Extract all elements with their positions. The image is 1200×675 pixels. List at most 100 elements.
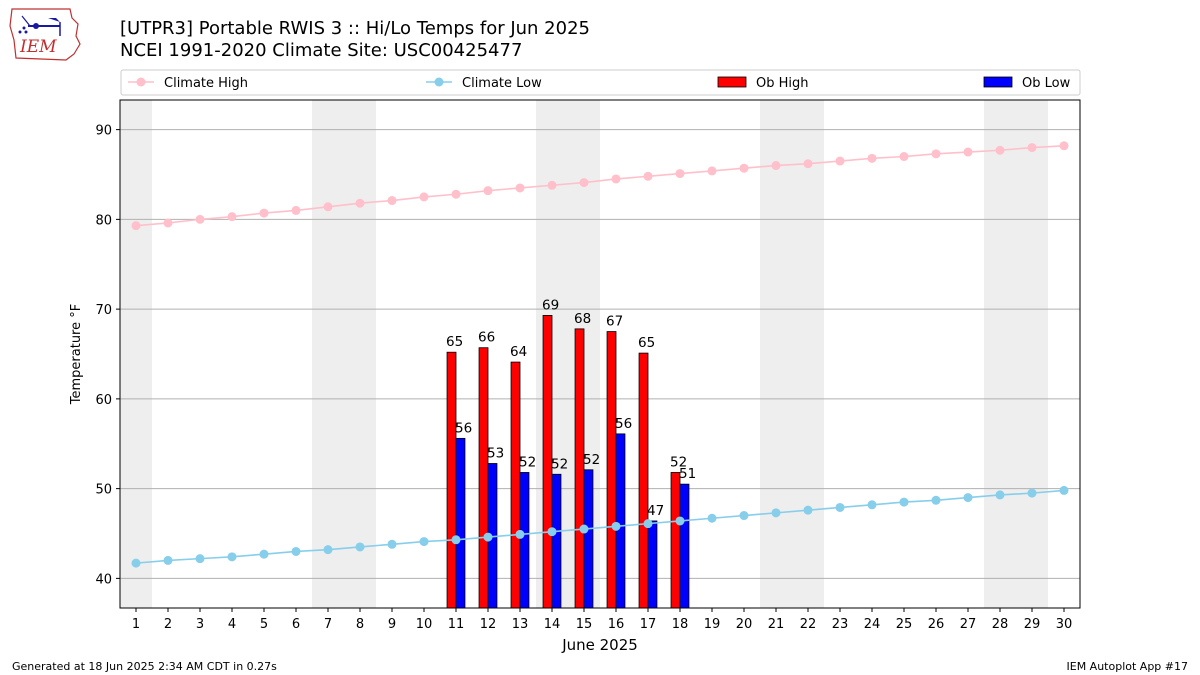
data-label: 53 xyxy=(487,445,504,461)
point-climate-low xyxy=(1027,488,1037,498)
point-climate-low xyxy=(387,539,397,549)
point-climate-high xyxy=(1027,143,1037,153)
bar-ob-low xyxy=(551,473,562,609)
legend-marker xyxy=(434,77,444,87)
point-climate-high xyxy=(995,145,1005,155)
point-climate-high xyxy=(483,186,493,196)
point-climate-low xyxy=(835,502,845,512)
x-tick-label: 6 xyxy=(292,617,300,632)
weekend-shade xyxy=(792,100,824,608)
x-tick-label: 14 xyxy=(544,617,561,632)
legend-label: Climate High xyxy=(164,76,248,91)
data-label: 64 xyxy=(510,344,527,360)
bar-ob-high xyxy=(574,328,585,609)
legend-label: Ob High xyxy=(756,76,809,91)
point-climate-low xyxy=(483,532,493,542)
point-climate-low xyxy=(899,497,909,507)
point-climate-low xyxy=(547,527,557,537)
bar-ob-high xyxy=(606,331,617,609)
point-climate-high xyxy=(323,202,333,212)
chart-subtitle: NCEI 1991-2020 Climate Site: USC00425477 xyxy=(120,40,523,61)
data-label: 47 xyxy=(647,503,664,519)
point-climate-low xyxy=(291,546,301,556)
point-climate-high xyxy=(611,174,621,184)
point-climate-low xyxy=(227,552,237,562)
bar-ob-high xyxy=(478,347,489,609)
point-climate-low xyxy=(131,558,141,568)
x-tick-label: 26 xyxy=(928,617,945,632)
point-climate-high xyxy=(355,198,365,208)
point-climate-low xyxy=(643,519,653,529)
point-climate-high xyxy=(643,171,653,181)
bar-ob-high xyxy=(510,361,521,609)
x-tick-label: 15 xyxy=(576,617,593,632)
weekend-shade xyxy=(984,100,1016,608)
point-climate-high xyxy=(515,183,525,193)
point-climate-high xyxy=(579,178,589,188)
point-climate-high xyxy=(195,214,205,224)
bar-ob-high xyxy=(446,351,457,609)
bar-ob-low xyxy=(615,433,626,609)
data-label: 66 xyxy=(478,330,495,346)
x-tick-label: 19 xyxy=(704,617,721,632)
x-tick-label: 3 xyxy=(196,617,204,632)
x-tick-label: 1 xyxy=(132,617,140,632)
x-tick-label: 22 xyxy=(800,617,817,632)
point-climate-low xyxy=(803,505,813,515)
y-tick-label: 70 xyxy=(95,303,112,318)
point-climate-high xyxy=(835,156,845,166)
point-climate-high xyxy=(803,159,813,169)
x-tick-label: 24 xyxy=(864,617,881,632)
point-climate-high xyxy=(707,166,717,176)
x-tick-label: 21 xyxy=(768,617,785,632)
legend-label: Climate Low xyxy=(462,76,542,91)
x-tick-label: 7 xyxy=(324,617,332,632)
point-climate-low xyxy=(1059,485,1069,495)
x-tick-label: 20 xyxy=(736,617,753,632)
point-climate-low xyxy=(867,500,877,510)
data-label: 56 xyxy=(615,416,632,432)
x-tick-label: 23 xyxy=(832,617,849,632)
point-climate-high xyxy=(291,205,301,215)
x-tick-label: 30 xyxy=(1056,617,1073,632)
y-tick-label: 80 xyxy=(95,213,112,228)
bar-ob-low xyxy=(679,483,690,609)
point-climate-high xyxy=(547,180,557,190)
x-tick-label: 8 xyxy=(356,617,364,632)
iem-logo: IEM xyxy=(8,6,84,66)
point-climate-low xyxy=(611,521,621,531)
legend-label: Ob Low xyxy=(1022,76,1071,91)
x-tick-label: 17 xyxy=(640,617,657,632)
x-tick-label: 5 xyxy=(260,617,268,632)
point-climate-low xyxy=(323,545,333,555)
data-label: 56 xyxy=(455,420,472,436)
weekend-shade xyxy=(312,100,344,608)
point-climate-low xyxy=(995,490,1005,500)
point-climate-low xyxy=(451,535,461,545)
point-climate-low xyxy=(163,555,173,565)
point-climate-low xyxy=(419,537,429,547)
data-label: 67 xyxy=(606,314,623,330)
x-tick-label: 9 xyxy=(388,617,396,632)
generated-footer: Generated at 18 Jun 2025 2:34 AM CDT in … xyxy=(12,660,277,673)
point-climate-high xyxy=(419,192,429,202)
point-climate-high xyxy=(163,218,173,228)
point-climate-low xyxy=(739,511,749,521)
point-climate-high xyxy=(451,189,461,199)
point-climate-low xyxy=(771,508,781,518)
point-climate-high xyxy=(227,212,237,222)
data-label: 68 xyxy=(574,311,591,327)
plot-frame xyxy=(119,99,1081,609)
x-tick-label: 18 xyxy=(672,617,689,632)
x-tick-label: 29 xyxy=(1024,617,1041,632)
point-climate-high xyxy=(259,208,269,218)
point-climate-low xyxy=(515,529,525,539)
x-axis-label: June 2025 xyxy=(561,636,638,654)
bar-ob-low xyxy=(583,469,594,609)
x-tick-label: 10 xyxy=(416,617,433,632)
line-climate-low xyxy=(135,489,1065,564)
bar-ob-high xyxy=(638,352,649,609)
point-climate-low xyxy=(195,554,205,564)
legend-box xyxy=(120,69,1081,96)
